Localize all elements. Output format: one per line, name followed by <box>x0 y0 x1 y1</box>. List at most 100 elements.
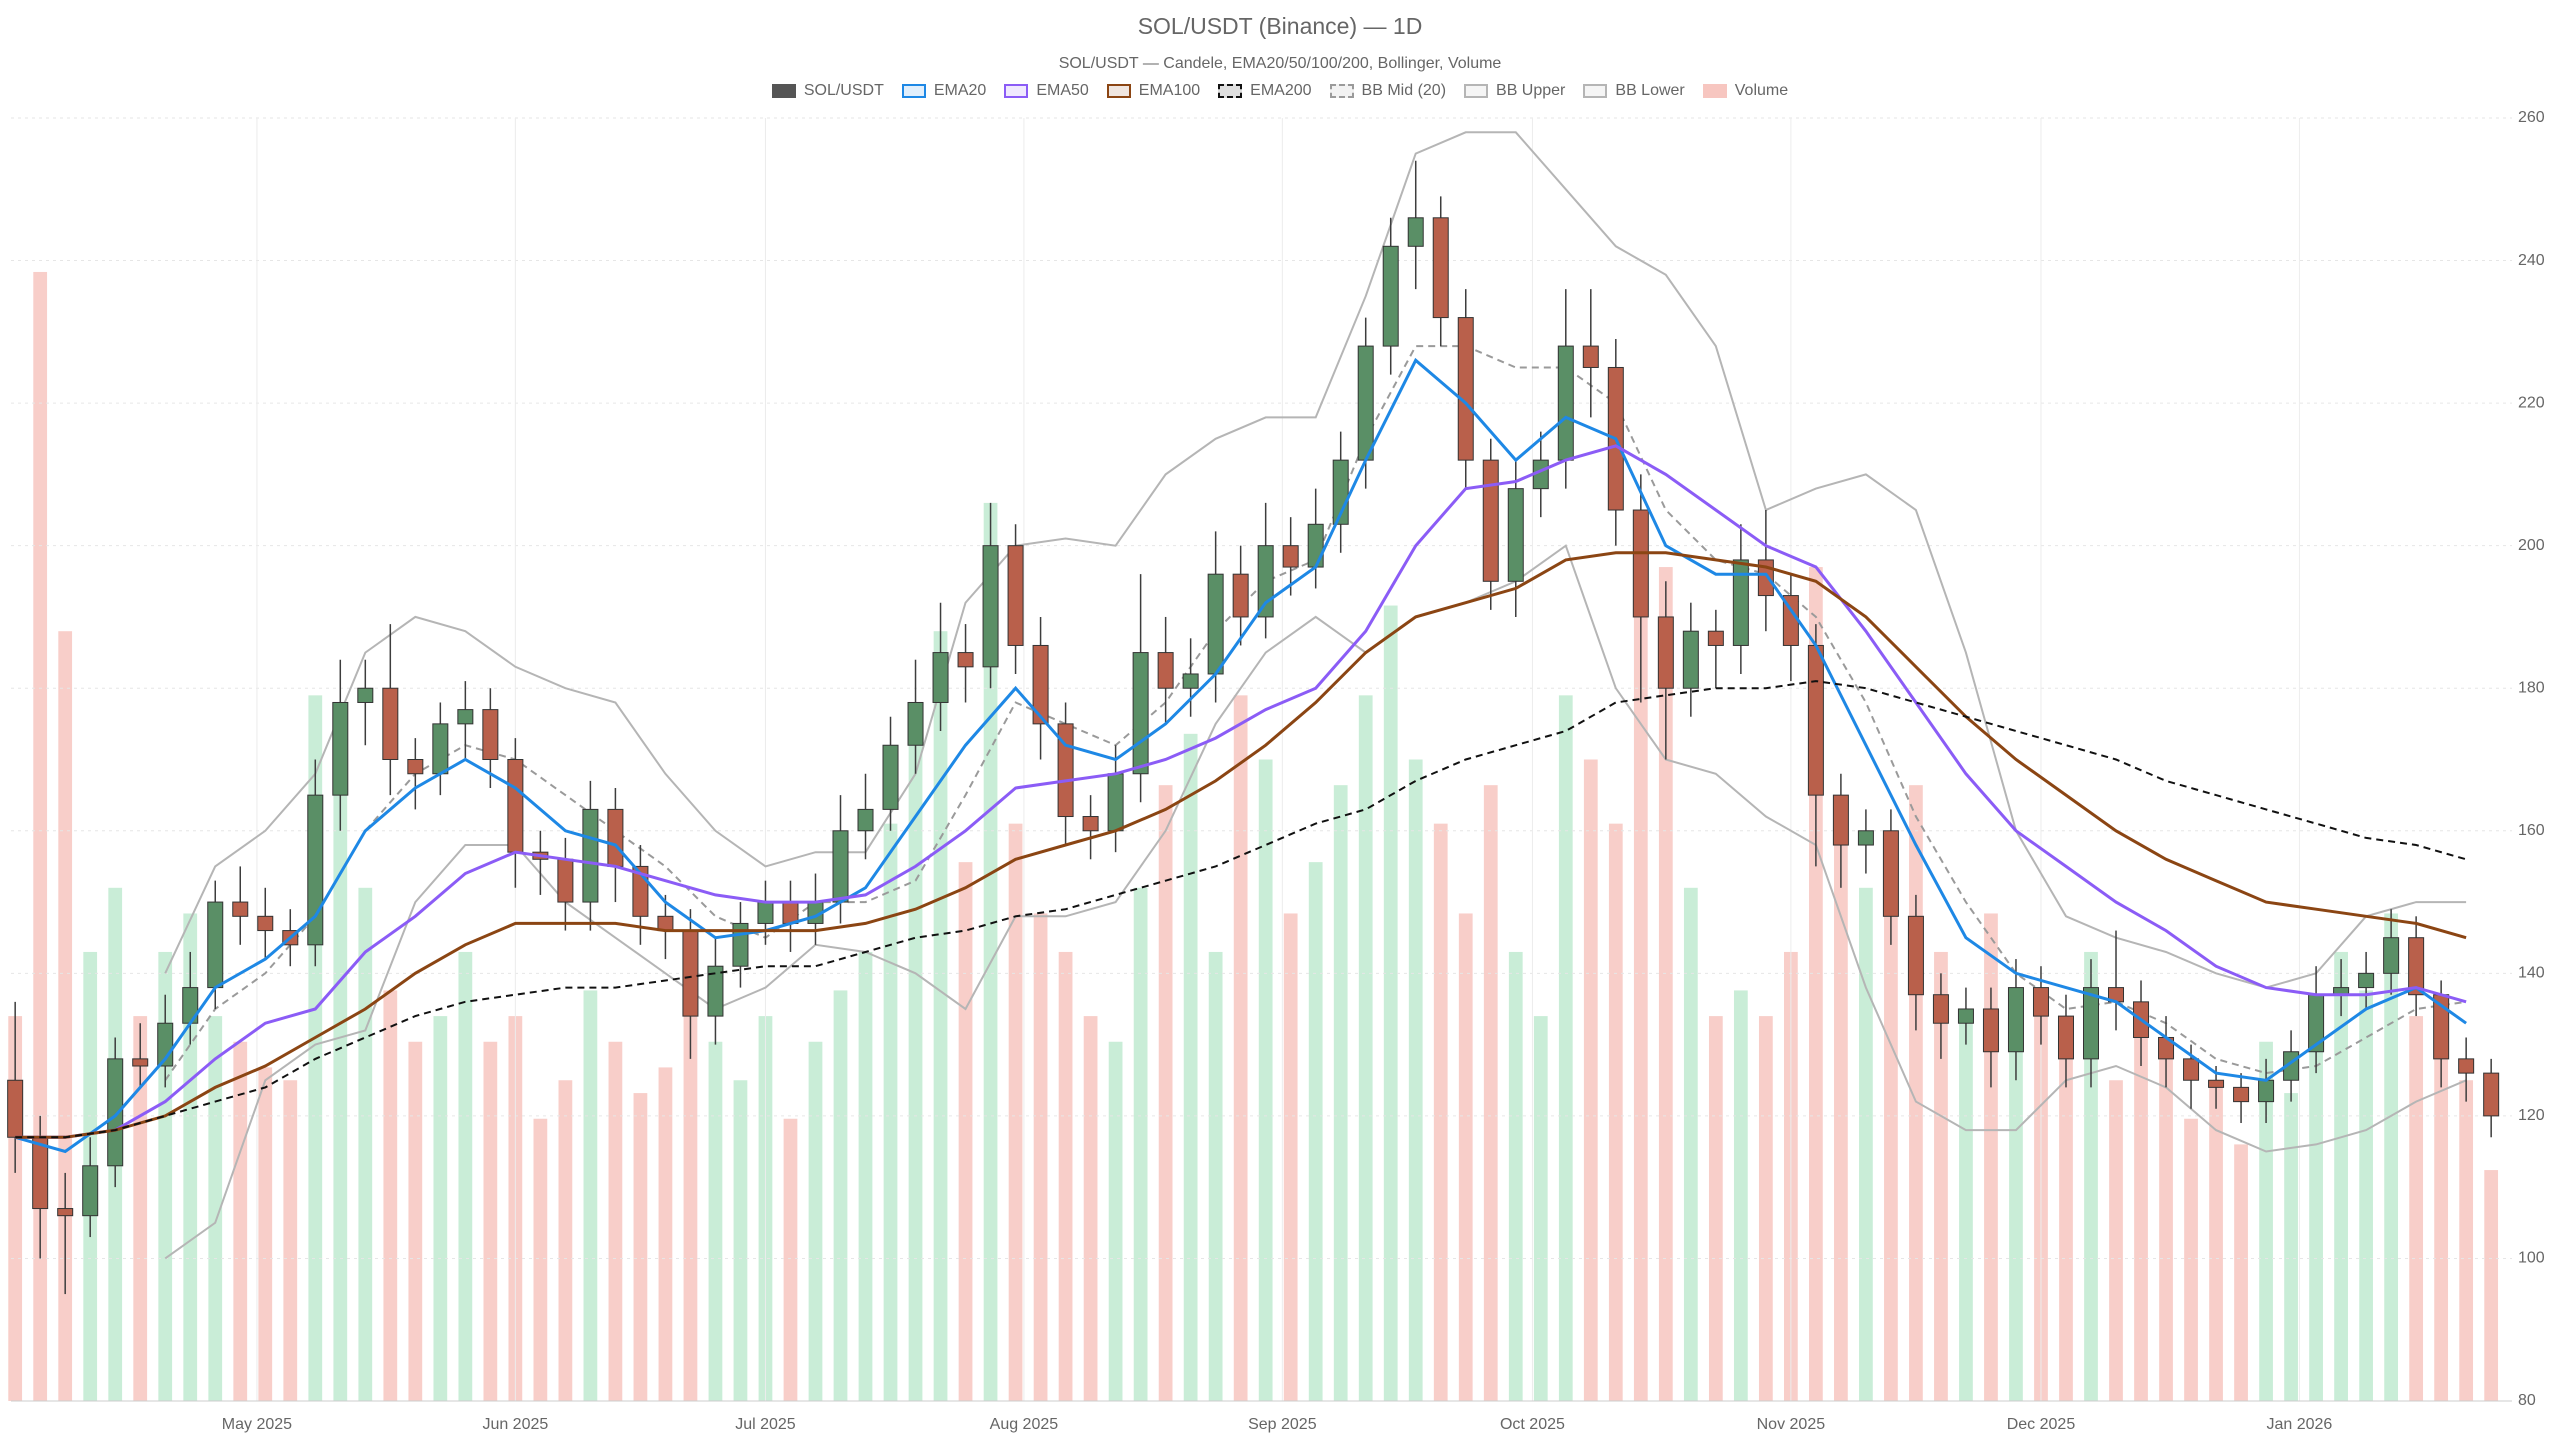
candle-body <box>507 759 524 853</box>
candle-body <box>2358 972 2375 989</box>
volume-bar <box>683 1016 698 1401</box>
volume-bar <box>183 913 198 1401</box>
candle-body <box>907 701 924 746</box>
volume-bar <box>1108 1041 1123 1401</box>
x-tick-label: Nov 2025 <box>1757 1416 1826 1433</box>
candle-body <box>1857 830 1874 846</box>
volume-bar <box>1708 1016 1723 1401</box>
volume-bar <box>1533 1016 1548 1401</box>
y-tick-label: 140 <box>2518 965 2545 982</box>
legend-item[interactable]: BB Upper <box>1464 82 1565 100</box>
candle-body <box>682 930 699 1017</box>
candle-body <box>1907 915 1924 996</box>
volume-bar <box>1658 567 1673 1401</box>
legend-label: SOL/USDT <box>803 82 884 99</box>
volume-bar <box>1633 605 1648 1401</box>
y-tick-label: 200 <box>2518 537 2545 554</box>
volume-bar <box>1959 1016 1973 1401</box>
volume-bar <box>2209 1080 2223 1401</box>
candle-body <box>857 808 874 832</box>
candle-body <box>557 858 574 903</box>
candle-body <box>1832 794 1849 846</box>
candle-body <box>2408 937 2425 996</box>
legend-item[interactable]: EMA100 <box>1106 82 1201 100</box>
candle-body <box>1207 573 1224 675</box>
volume-bar <box>2409 1016 2424 1401</box>
y-tick-label: 220 <box>2518 394 2545 411</box>
volume-bar <box>808 1041 823 1401</box>
candle-body <box>232 901 249 917</box>
legend-item[interactable]: EMA50 <box>1004 82 1089 100</box>
volume-bar <box>533 1118 548 1401</box>
volume-bar <box>383 990 398 1401</box>
volume-bar <box>958 862 973 1401</box>
legend-swatch <box>1583 84 1608 98</box>
legend-label: EMA100 <box>1138 82 1201 99</box>
volume-bar <box>408 1041 423 1401</box>
line <box>164 544 2467 1260</box>
volume-bar <box>1758 1016 1773 1401</box>
legend-item[interactable]: EMA20 <box>901 82 986 100</box>
x-tick-label: May 2025 <box>222 1416 292 1433</box>
volume-bar <box>2184 1118 2198 1401</box>
legend-swatch <box>901 84 926 98</box>
volume-bar <box>1934 951 1948 1401</box>
volume-bar <box>1608 823 1623 1401</box>
volume-bar <box>2084 951 2098 1401</box>
y-tick-label: 120 <box>2518 1107 2545 1124</box>
candle-body <box>2057 1015 2074 1060</box>
volume-bar <box>2009 990 2023 1401</box>
x-tick-label: Dec 2025 <box>2007 1416 2076 1433</box>
legend-label: BB Lower <box>1615 82 1685 99</box>
x-tick-label: Aug 2025 <box>990 1416 1059 1433</box>
volume-bar <box>208 1016 223 1401</box>
legend-item[interactable]: EMA200 <box>1218 82 1312 100</box>
legend-item[interactable]: BB Lower <box>1583 82 1685 100</box>
legend-item[interactable]: BB Mid (20) <box>1329 82 1447 100</box>
legend-item[interactable]: SOL/USDT <box>771 82 884 100</box>
candle-body <box>2233 1086 2250 1103</box>
volume-bar <box>708 1041 723 1401</box>
chart-title: SOL/USDT (Binance) — 1D <box>1138 13 1423 39</box>
candle-body <box>357 687 374 703</box>
volume-bar <box>1483 785 1498 1401</box>
line <box>15 680 2467 1139</box>
volume-bar <box>1433 823 1448 1401</box>
chart-subtitle: SOL/USDT — Candele, EMA20/50/100/200, Bo… <box>1059 55 1502 72</box>
legend-label: BB Mid (20) <box>1361 82 1447 99</box>
legend-label: BB Upper <box>1496 82 1566 99</box>
legend: SOL/USDT EMA20 EMA50 EMA100 EMA200 BB Mid (20… <box>0 82 2560 100</box>
x-tick-label: Jun 2025 <box>482 1416 548 1433</box>
volume-bar <box>1408 759 1423 1401</box>
y-tick-label: 240 <box>2518 252 2545 269</box>
candle-body <box>2082 987 2100 1060</box>
candle-body <box>2458 1058 2475 1074</box>
candle-body <box>1357 345 1374 461</box>
volume-bar <box>258 1067 273 1401</box>
candle-body <box>1682 630 1699 689</box>
candle-body <box>1707 630 1724 646</box>
volume-bar <box>608 1041 623 1401</box>
candle-body <box>2258 1079 2275 1103</box>
candle-body <box>1657 616 1674 689</box>
volume-bar <box>33 271 48 1402</box>
candle-body <box>582 808 599 903</box>
candle-body <box>1282 545 1299 568</box>
volume-bar <box>1183 733 1198 1401</box>
volume-bar <box>2484 1170 2499 1401</box>
volume-bar <box>1884 862 1898 1401</box>
candle-body <box>382 687 399 761</box>
volume-bar <box>1558 695 1573 1401</box>
candle-body <box>1082 816 1099 832</box>
volume-bar <box>633 1093 648 1401</box>
x-tick-label: Sep 2025 <box>1248 1416 1317 1433</box>
candle-body <box>457 709 474 725</box>
candle-body <box>607 808 624 867</box>
legend-item[interactable]: Volume <box>1702 82 1788 100</box>
candle-body <box>1182 673 1199 689</box>
volume-bar <box>2259 1041 2273 1401</box>
volume-bar <box>1158 785 1173 1401</box>
candle-body <box>1732 559 1749 646</box>
